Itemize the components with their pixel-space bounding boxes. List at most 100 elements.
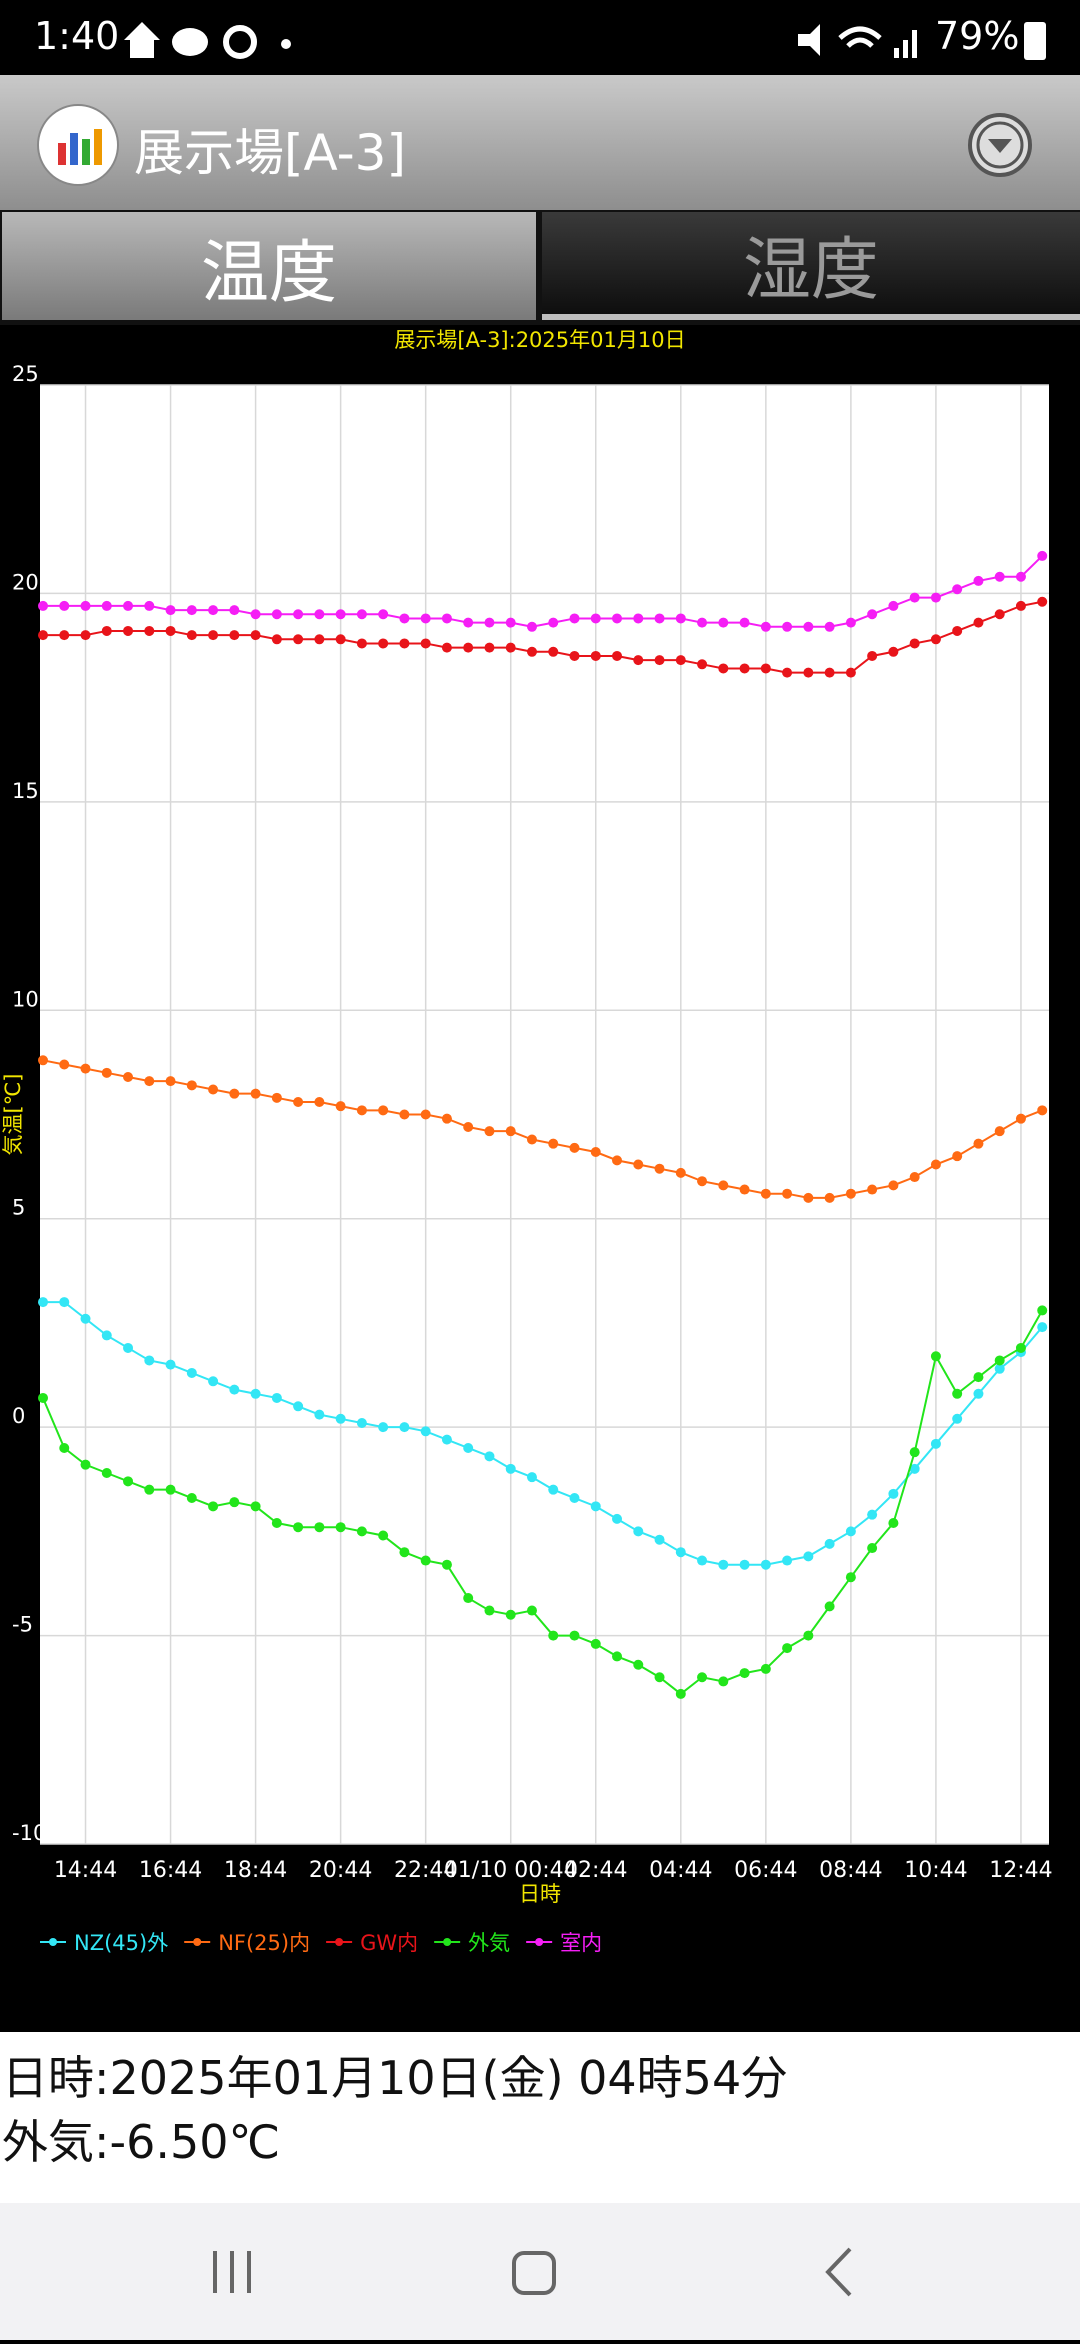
data-point (441, 642, 452, 653)
battery-icon (1024, 22, 1046, 60)
data-point (867, 1509, 878, 1520)
data-point (463, 1593, 474, 1604)
data-point (612, 650, 623, 661)
data-point (186, 605, 197, 616)
data-point (229, 630, 240, 641)
data-point (930, 634, 941, 645)
data-point (888, 1488, 899, 1499)
data-point (526, 1605, 537, 1616)
data-point (845, 667, 856, 678)
data-point (675, 1547, 686, 1558)
data-point (356, 1526, 367, 1537)
data-point (144, 625, 155, 636)
data-point (314, 609, 325, 620)
data-point (314, 1096, 325, 1107)
data-point (38, 1297, 48, 1308)
data-point (271, 634, 282, 645)
y-tick-label: 0 (12, 1404, 25, 1428)
data-point (229, 1497, 240, 1508)
data-point (930, 1159, 941, 1170)
data-point (569, 1142, 580, 1153)
data-point (250, 609, 261, 620)
data-point (420, 613, 431, 624)
data-point (697, 617, 708, 628)
header-title: 展示場[A-3] (134, 124, 406, 182)
data-point (314, 1522, 325, 1533)
data-point (845, 617, 856, 628)
data-point (356, 1417, 367, 1428)
data-point (803, 1192, 814, 1203)
tab-temperature[interactable]: 温度 (2, 212, 536, 320)
data-point (80, 630, 91, 641)
data-point (973, 1138, 984, 1149)
data-point (314, 1409, 325, 1420)
data-point (335, 609, 346, 620)
data-point (399, 1547, 410, 1558)
legend-label: NF(25)内 (218, 1931, 310, 1955)
data-point (80, 600, 91, 611)
data-point (165, 1484, 176, 1495)
data-point (654, 1534, 665, 1545)
y-tick-label: 5 (12, 1196, 25, 1220)
data-point (335, 1522, 346, 1533)
data-point (824, 621, 835, 632)
x-tick-label: 08:44 (819, 1858, 882, 1883)
data-point (697, 1555, 708, 1566)
data-point (654, 1672, 665, 1683)
data-point (165, 1076, 176, 1087)
data-point (824, 1601, 835, 1612)
data-point (484, 642, 495, 653)
data-point (293, 609, 304, 620)
data-point (718, 1559, 729, 1570)
data-point (38, 630, 48, 641)
data-point (739, 1668, 750, 1679)
x-tick-label: 22:44 (394, 1858, 457, 1883)
data-point (208, 630, 219, 641)
data-point (697, 1672, 708, 1683)
x-tick-label: 01/10 00:44 (444, 1858, 578, 1883)
status-bar: 1:40 79% (0, 0, 1080, 75)
data-point (1015, 571, 1026, 582)
y-tick-label: 25 (12, 362, 39, 386)
data-point (186, 1367, 197, 1378)
data-point (441, 1434, 452, 1445)
data-point (1015, 600, 1026, 611)
data-point (123, 625, 134, 636)
data-point (973, 1388, 984, 1399)
tab-bar: 温度 湿度 (0, 210, 1080, 325)
data-point (548, 617, 559, 628)
data-point (824, 667, 835, 678)
data-point (994, 1126, 1005, 1137)
data-point (867, 609, 878, 620)
data-point (526, 621, 537, 632)
data-point (335, 1101, 346, 1112)
data-point (420, 638, 431, 649)
data-point (123, 1476, 134, 1487)
data-point (59, 630, 70, 641)
data-point (782, 621, 793, 632)
tab-humidity[interactable]: 湿度 (542, 212, 1080, 320)
data-point (399, 1422, 410, 1433)
data-point (590, 1638, 601, 1649)
data-point (101, 625, 112, 636)
data-point (1037, 1322, 1048, 1333)
data-point (441, 1559, 452, 1570)
data-point (80, 1313, 91, 1324)
data-point (229, 1088, 240, 1099)
data-point (484, 1126, 495, 1137)
data-point (123, 600, 134, 611)
y-tick-label: 15 (12, 779, 39, 803)
data-point (420, 1555, 431, 1566)
data-point (101, 1467, 112, 1478)
data-point (59, 1442, 70, 1453)
data-point (867, 1543, 878, 1554)
dropdown-button[interactable] (966, 111, 1034, 179)
data-point (186, 1493, 197, 1504)
nav-icons (213, 2247, 852, 2297)
data-point (1037, 1305, 1048, 1316)
data-point (250, 630, 261, 641)
data-point (38, 1392, 48, 1403)
data-point (654, 655, 665, 666)
data-point (356, 609, 367, 620)
